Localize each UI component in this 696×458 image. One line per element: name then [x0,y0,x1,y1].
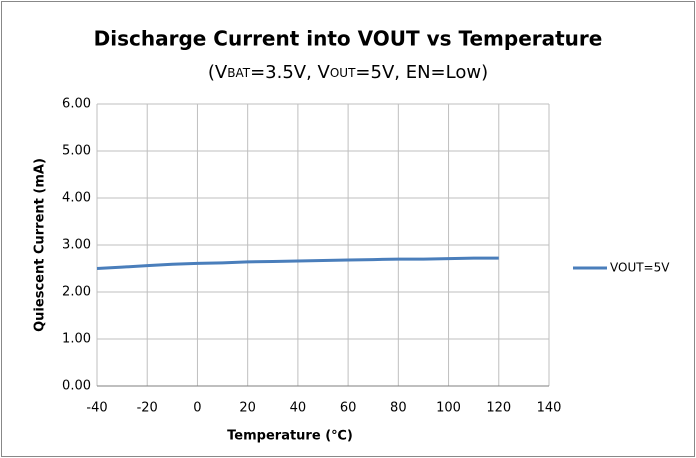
x-tick-label: 40 [290,401,307,416]
x-axis-label: Temperature (℃) [227,429,353,444]
x-tick-label: 120 [486,401,511,416]
subtitle-part: (V [208,62,228,83]
x-tick-label: 140 [537,401,562,416]
x-tick-label: -20 [137,401,158,416]
y-axis-label: Quiescent Current (mA) [33,158,48,332]
y-tick-label: 0.00 [62,379,91,394]
chart-title: Discharge Current into VOUT vs Temperatu… [94,27,603,51]
y-tick-label: 5.00 [62,144,91,159]
x-tick-label: 20 [239,401,256,416]
y-tick-label: 3.00 [62,238,91,253]
data-line [96,256,499,270]
x-tick-label: 80 [390,401,407,416]
subtitle-part: BAT [227,66,251,80]
y-tick-label: 6.00 [62,97,91,112]
x-tick-label: 0 [193,401,201,416]
subtitle-part: OUT [330,66,356,80]
y-tick-label: 4.00 [62,191,91,206]
legend-label: VOUT=5V [610,261,670,275]
x-tick-label: 60 [340,401,357,416]
subtitle-part: =5V, EN=Low) [355,62,488,83]
chart-subtitle: (VBAT=3.5V, VOUT=5V, EN=Low) [208,62,488,83]
y-tick-label: 2.00 [62,285,91,300]
x-tick-label: 100 [436,401,461,416]
y-tick-label: 1.00 [62,332,91,347]
subtitle-part: =3.5V, V [250,62,330,83]
x-tick-label: -40 [86,401,107,416]
